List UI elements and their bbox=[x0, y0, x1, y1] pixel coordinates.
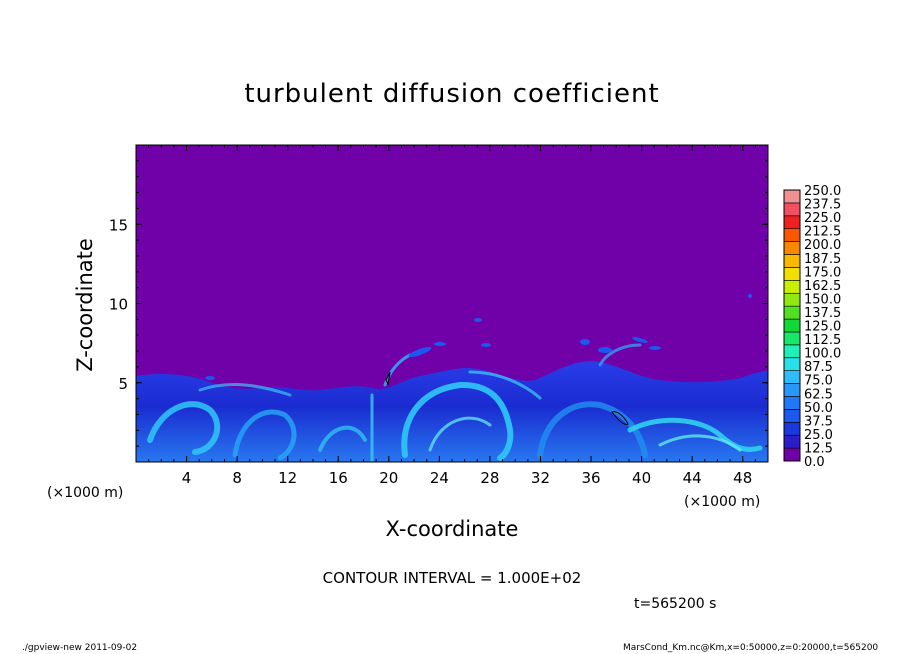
colorbar-label: 25.0 bbox=[804, 428, 833, 443]
x-axis-label: X-coordinate bbox=[386, 517, 519, 541]
footer-left: ./gpview-new 2011-09-02 bbox=[22, 643, 138, 653]
colorbar-swatch bbox=[783, 409, 801, 423]
eddy-stroke bbox=[598, 343, 642, 367]
colorbar-swatch bbox=[783, 202, 801, 217]
contour-100 bbox=[611, 411, 629, 425]
colorbar-label: 237.5 bbox=[804, 198, 841, 213]
plume bbox=[632, 337, 648, 343]
colorbar-label: 225.0 bbox=[804, 211, 841, 226]
plume bbox=[580, 339, 590, 345]
colorbar-swatch bbox=[783, 344, 801, 359]
colorbar-label: 162.5 bbox=[804, 279, 841, 294]
contour-interval-label: CONTOUR INTERVAL = 1.000E+02 bbox=[323, 569, 582, 587]
plume bbox=[598, 347, 612, 353]
colorbar-swatch bbox=[783, 383, 801, 397]
colorbar-label: 100.0 bbox=[804, 347, 841, 362]
x-tick-label: 8 bbox=[232, 469, 242, 487]
footer-right: MarsCond_Km.nc@Km,x=0:50000,z=0:20000,t=… bbox=[623, 643, 879, 653]
x-tick-label: 12 bbox=[278, 469, 297, 487]
eddy-stroke bbox=[401, 381, 514, 461]
colorbar-swatch bbox=[783, 357, 801, 371]
detached-plumes bbox=[205, 294, 752, 380]
x-unit-label-left: (×1000 m) bbox=[47, 485, 123, 501]
colorbar-label: 250.0 bbox=[804, 184, 841, 199]
colorbar-swatch bbox=[783, 267, 801, 281]
x-tick-label: 48 bbox=[733, 469, 752, 487]
y-tick-label: 5 bbox=[118, 375, 128, 393]
colorbar-label: 87.5 bbox=[804, 360, 833, 375]
plume bbox=[474, 318, 482, 322]
colorbar-label: 50.0 bbox=[804, 401, 833, 416]
colorbar-swatch bbox=[783, 318, 801, 333]
eddy-highlights bbox=[147, 343, 763, 462]
x-tick-label: 44 bbox=[683, 469, 702, 487]
colorbar-label: 175.0 bbox=[804, 265, 841, 280]
y-axis: 5 10 15 bbox=[109, 144, 768, 463]
colorbar-frame bbox=[783, 189, 801, 462]
x-tick-label: 28 bbox=[480, 469, 499, 487]
y-tick-label: 15 bbox=[109, 216, 128, 234]
plume bbox=[481, 343, 491, 347]
colorbar-swatch bbox=[783, 292, 801, 307]
colorbar-swatch bbox=[783, 254, 801, 268]
y-tick-label: 10 bbox=[109, 296, 128, 314]
colorbar-swatch bbox=[783, 305, 801, 320]
colorbar-label: 212.5 bbox=[804, 225, 841, 240]
colorbar-label: 112.5 bbox=[804, 333, 841, 348]
eddy-stroke bbox=[232, 409, 297, 461]
x-tick-label: 24 bbox=[430, 469, 449, 487]
colorbar-label: 12.5 bbox=[804, 441, 833, 456]
colorbar-label: 137.5 bbox=[804, 306, 841, 321]
colorbar-swatch bbox=[783, 280, 801, 294]
plot-area bbox=[136, 145, 768, 462]
x-tick-label: 32 bbox=[531, 469, 550, 487]
eddy-stroke bbox=[428, 416, 492, 452]
chart-title: turbulent diffusion coefficient bbox=[244, 79, 659, 109]
plume bbox=[649, 346, 661, 350]
colorbar-label: 75.0 bbox=[804, 374, 833, 389]
colorbar-label: 125.0 bbox=[804, 320, 841, 335]
colorbar: 0.012.525.037.550.062.575.087.5100.0112.… bbox=[783, 184, 841, 470]
colorbar-swatch bbox=[783, 447, 801, 462]
eddy-stroke bbox=[198, 383, 292, 397]
x-tick-label: 20 bbox=[379, 469, 398, 487]
eddy-stroke bbox=[658, 434, 742, 452]
eddy-stroke bbox=[627, 417, 763, 452]
x-tick-label: 16 bbox=[329, 469, 348, 487]
colorbar-swatch bbox=[783, 228, 801, 242]
plume bbox=[408, 347, 432, 357]
plume bbox=[748, 294, 752, 298]
colorbar-label: 62.5 bbox=[804, 387, 833, 402]
x-unit-label-right: (×1000 m) bbox=[684, 494, 760, 510]
x-tick-label: 36 bbox=[581, 469, 600, 487]
colorbar-swatch bbox=[783, 215, 801, 230]
colorbar-swatch bbox=[783, 370, 801, 384]
colorbar-swatch bbox=[783, 434, 801, 449]
colorbar-label: 150.0 bbox=[804, 292, 841, 307]
colorbar-swatch bbox=[783, 396, 801, 410]
colorbar-swatch bbox=[783, 421, 801, 436]
colorbar-label: 0.0 bbox=[804, 455, 825, 470]
eddy-stroke bbox=[147, 401, 221, 455]
time-label: t=565200 s bbox=[634, 596, 716, 612]
y-axis-label: Z-coordinate bbox=[73, 238, 97, 372]
eddy-stroke bbox=[318, 425, 367, 452]
x-tick-label: 40 bbox=[632, 469, 651, 487]
eddy-stroke bbox=[537, 401, 648, 458]
colorbar-swatch bbox=[783, 189, 801, 204]
x-axis: 4 8 12 16 20 24 28 32 36 40 44 48 bbox=[135, 145, 769, 487]
x-tick-label: 4 bbox=[182, 469, 192, 487]
eddy-stroke bbox=[468, 370, 542, 400]
plume bbox=[205, 376, 215, 380]
colorbar-label: 187.5 bbox=[804, 252, 841, 267]
colorbar-swatch bbox=[783, 241, 801, 255]
colorbar-label: 200.0 bbox=[804, 238, 841, 253]
colorbar-swatch bbox=[783, 331, 801, 346]
contour-100 bbox=[385, 371, 391, 386]
colorbar-label: 37.5 bbox=[804, 414, 833, 429]
plume bbox=[434, 342, 446, 346]
